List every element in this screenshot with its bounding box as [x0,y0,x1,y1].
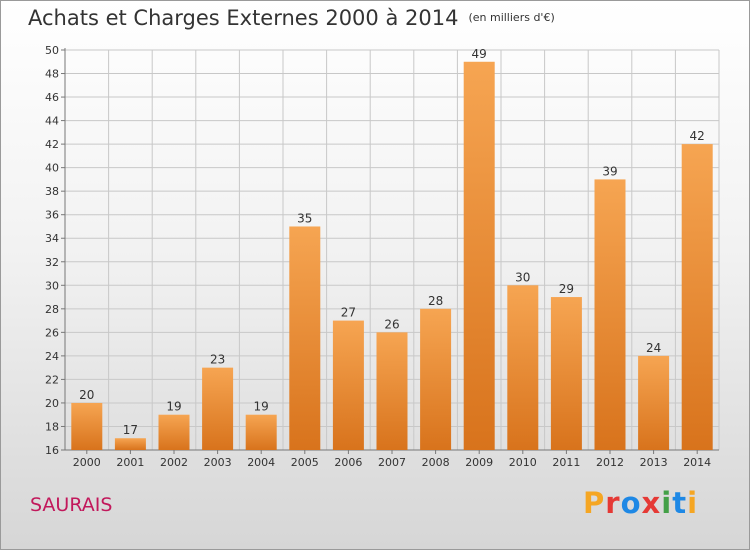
logo-letter: i [661,486,673,520]
bar-2014 [681,144,713,450]
bar-2009 [463,61,495,450]
logo-letter: t [672,486,688,520]
y-tick-label: 32 [45,256,59,269]
y-tick-label: 42 [45,138,59,151]
value-label-2000: 20 [79,388,94,402]
y-tick-label: 46 [45,91,59,104]
y-tick-label: 36 [45,209,59,222]
bar-2013 [638,355,670,450]
logo-letter: o [620,486,642,520]
y-tick-label: 40 [45,162,59,175]
bar-2010 [507,285,539,450]
y-tick-label: 24 [45,350,59,363]
x-tick-label-2002: 2002 [160,456,188,469]
value-label-2008: 28 [428,294,443,308]
x-tick-label-2012: 2012 [596,456,624,469]
x-tick-label-2008: 2008 [422,456,450,469]
commune-name: SAURAIS [30,494,113,516]
logo-letter: P [583,486,606,520]
logo-letter: x [641,486,662,520]
value-label-2007: 26 [384,317,399,331]
y-tick-label: 48 [45,68,59,81]
logo-letter: i [687,486,699,520]
bar-2012 [594,179,626,451]
value-label-2009: 49 [472,47,487,61]
value-label-2002: 19 [166,400,181,414]
y-tick-label: 20 [45,397,59,410]
x-tick-label-2005: 2005 [291,456,319,469]
value-label-2011: 29 [559,282,574,296]
y-tick-label: 16 [45,444,59,457]
value-label-2014: 42 [690,129,705,143]
x-tick-label-2006: 2006 [334,456,362,469]
y-tick-label: 18 [45,420,59,433]
y-tick-label: 22 [45,373,59,386]
chart-title: Achats et Charges Externes 2000 à 2014 (e… [28,6,555,30]
chart-unit: (en milliers d'€) [468,11,555,24]
value-label-2005: 35 [297,211,312,225]
x-tick-label-2013: 2013 [640,456,668,469]
bar-2008 [420,308,452,450]
logo-letter: r [605,486,621,520]
value-label-2003: 23 [210,353,225,367]
bar-layer: 20 17 19 23 19 35 27 26 28 49 30 29 39 24 42 [71,47,713,451]
x-tick-label-2007: 2007 [378,456,406,469]
x-tick-label-2014: 2014 [683,456,711,469]
axis-layer: 16 18 20 22 24 26 28 30 32 34 36 38 40 42 44 46 48 50 2000… [45,44,719,469]
value-label-2013: 24 [646,341,661,355]
bar-2005 [289,226,321,450]
bar-2007 [376,332,408,450]
y-tick-label: 30 [45,279,59,292]
value-label-2004: 19 [254,400,269,414]
bar-2011 [550,297,582,450]
value-label-2012: 39 [602,164,617,178]
x-tick-label-2011: 2011 [552,456,580,469]
y-tick-label: 34 [45,232,59,245]
x-tick-label-2004: 2004 [247,456,275,469]
y-tick-label: 50 [45,44,59,57]
value-label-2010: 30 [515,270,530,284]
x-tick-label-2003: 2003 [204,456,232,469]
y-tick-label: 26 [45,326,59,339]
bar-2003 [202,367,234,450]
y-tick-label: 38 [45,185,59,198]
value-label-2006: 27 [341,306,356,320]
x-tick-label-2010: 2010 [509,456,537,469]
y-tick-label: 28 [45,303,59,316]
proxiti-logo: Proxiti [583,486,698,520]
bar-2000 [71,402,103,450]
y-tick-label: 44 [45,115,59,128]
bar-2004 [245,414,277,450]
x-tick-label-2009: 2009 [465,456,493,469]
x-tick-label-2001: 2001 [116,456,144,469]
bar-2002 [158,414,190,450]
bar-2001 [114,438,146,450]
chart-title-text: Achats et Charges Externes 2000 à 2014 [28,6,459,30]
value-label-2001: 17 [123,423,138,437]
bar-2006 [332,320,364,450]
x-tick-label-2000: 2000 [73,456,101,469]
